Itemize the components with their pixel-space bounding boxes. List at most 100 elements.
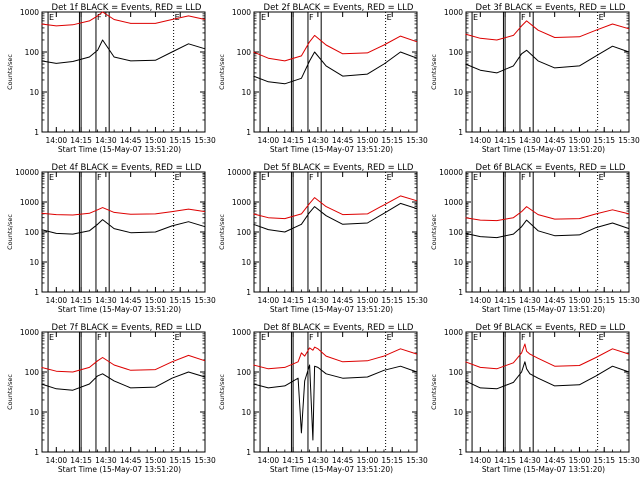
y-tick-label: 1	[458, 448, 463, 457]
x-tick-label: 14:15	[494, 456, 516, 465]
panel-title: Det 2f BLACK = Events, RED = LLD	[264, 3, 414, 13]
plot-frame	[253, 331, 418, 453]
plot-frame	[465, 331, 630, 453]
series-lld-line	[465, 20, 630, 41]
x-tick-label: 14:00	[470, 136, 492, 145]
x-tick-label: 14:15	[70, 136, 92, 145]
marker-label: E	[175, 13, 180, 22]
marker-label: F	[309, 333, 314, 342]
marker-label: E	[473, 333, 478, 342]
marker-label: E	[473, 13, 478, 22]
x-tick-label: 14:15	[282, 296, 304, 305]
series-lld-line	[41, 354, 206, 373]
marker-label: F	[521, 13, 526, 22]
y-axis-label: Counts/sec	[430, 54, 438, 90]
y-tick-label: 10	[453, 88, 463, 97]
x-tick-label: 14:30	[95, 456, 117, 465]
y-tick-label: 10000	[227, 168, 251, 177]
chart-panel-6: Det 6f BLACK = Events, RED = LLD Counts/s…	[430, 163, 640, 314]
x-tick-label: 14:45	[332, 456, 354, 465]
series-events-line	[41, 219, 206, 235]
x-axis-label: Start Time (15-May-07 13:51:20)	[482, 465, 605, 474]
y-tick-label: 10000	[15, 168, 39, 177]
marker-label: E	[175, 173, 180, 182]
chart-panel-7: Det 7f BLACK = Events, RED = LLD Counts/s…	[6, 323, 216, 474]
series-events-line	[41, 371, 206, 391]
panel-title: Det 4f BLACK = Events, RED = LLD	[52, 163, 202, 173]
y-axis-label: Counts/sec	[218, 214, 226, 250]
y-tick-label: 10	[453, 408, 463, 417]
x-tick-label: 15:15	[593, 136, 615, 145]
y-tick-label: 1000	[444, 328, 463, 337]
x-tick-label: 15:00	[569, 456, 591, 465]
x-axis-label: Start Time (15-May-07 13:51:20)	[482, 305, 605, 314]
x-tick-label: 15:00	[145, 296, 167, 305]
panels-grid: Det 1f BLACK = Events, RED = LLD Counts/s…	[6, 3, 640, 474]
y-tick-label: 1000	[232, 8, 251, 17]
x-tick-label: 15:30	[194, 296, 216, 305]
series-events-line	[465, 45, 630, 74]
marker-label: F	[97, 13, 102, 22]
y-tick-label: 100	[25, 48, 40, 57]
x-tick-label: 15:30	[194, 136, 216, 145]
x-tick-label: 15:15	[169, 136, 191, 145]
marker-label: E	[599, 333, 604, 342]
y-tick-label: 1	[34, 288, 39, 297]
marker-label: F	[521, 333, 526, 342]
series-lld-line	[465, 343, 630, 370]
x-axis-label: Start Time (15-May-07 13:51:20)	[58, 305, 181, 314]
x-tick-label: 15:15	[593, 456, 615, 465]
x-tick-label: 14:45	[544, 296, 566, 305]
panel-title: Det 6f BLACK = Events, RED = LLD	[476, 163, 626, 173]
x-tick-label: 14:30	[519, 136, 541, 145]
series-events-line	[465, 219, 630, 239]
chart-panel-2: Det 2f BLACK = Events, RED = LLD Counts/s…	[218, 3, 428, 154]
x-tick-label: 15:15	[169, 456, 191, 465]
y-tick-label: 1	[458, 128, 463, 137]
y-tick-label: 1000	[20, 8, 39, 17]
y-tick-label: 1000	[20, 198, 39, 207]
x-axis-label: Start Time (15-May-07 13:51:20)	[270, 465, 393, 474]
chart-panel-8: Det 8f BLACK = Events, RED = LLD Counts/s…	[218, 323, 428, 474]
x-tick-label: 14:45	[544, 136, 566, 145]
marker-label: E	[49, 13, 54, 22]
x-tick-label: 15:00	[357, 456, 379, 465]
panel-title: Det 7f BLACK = Events, RED = LLD	[52, 323, 202, 333]
marker-label: F	[97, 333, 102, 342]
x-tick-label: 14:30	[95, 296, 117, 305]
series-events-line	[465, 361, 630, 390]
chart-panel-1: Det 1f BLACK = Events, RED = LLD Counts/s…	[6, 3, 216, 154]
x-axis-label: Start Time (15-May-07 13:51:20)	[58, 145, 181, 154]
x-tick-label: 15:30	[406, 296, 428, 305]
x-tick-label: 14:00	[470, 456, 492, 465]
series-events-line	[253, 51, 418, 85]
y-tick-label: 100	[25, 228, 40, 237]
x-tick-label: 14:30	[95, 136, 117, 145]
y-tick-label: 100	[237, 368, 252, 377]
x-tick-label: 14:30	[519, 456, 541, 465]
series-events-line	[253, 364, 418, 441]
y-axis-label: Counts/sec	[218, 374, 226, 410]
x-axis-label: Start Time (15-May-07 13:51:20)	[270, 145, 393, 154]
chart-panel-9: Det 9f BLACK = Events, RED = LLD Counts/s…	[430, 323, 640, 474]
panel-title: Det 3f BLACK = Events, RED = LLD	[476, 3, 626, 13]
y-tick-label: 1000	[444, 8, 463, 17]
chart-panel-3: Det 3f BLACK = Events, RED = LLD Counts/s…	[430, 3, 640, 154]
series-lld-line	[41, 11, 206, 27]
y-tick-label: 1	[34, 448, 39, 457]
y-tick-label: 1000	[232, 198, 251, 207]
x-tick-label: 14:00	[46, 296, 68, 305]
x-tick-label: 15:30	[406, 136, 428, 145]
y-tick-label: 100	[25, 368, 40, 377]
x-tick-label: 14:15	[70, 296, 92, 305]
x-tick-label: 14:15	[494, 296, 516, 305]
y-tick-label: 100	[449, 48, 464, 57]
x-axis-label: Start Time (15-May-07 13:51:20)	[482, 145, 605, 154]
x-tick-label: 14:00	[258, 136, 280, 145]
plot-frame	[253, 11, 418, 133]
series-lld-line	[253, 34, 418, 62]
y-axis-label: Counts/sec	[430, 374, 438, 410]
x-tick-label: 15:15	[381, 296, 403, 305]
y-tick-label: 1	[246, 288, 251, 297]
series-events-line	[253, 202, 418, 233]
